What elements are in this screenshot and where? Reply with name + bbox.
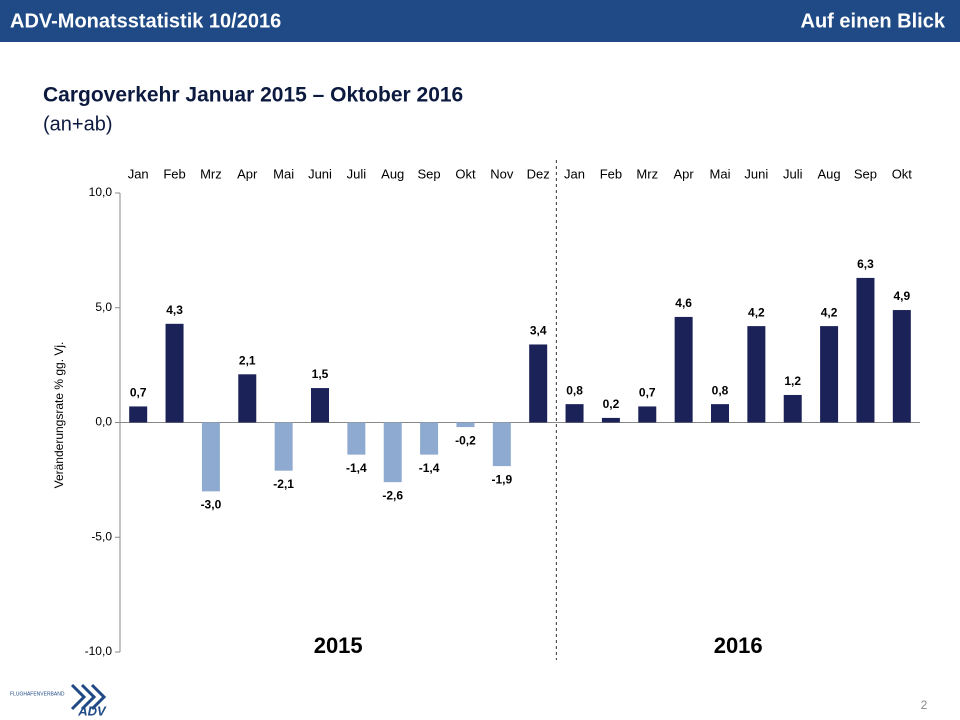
bar bbox=[747, 326, 766, 423]
x-tick-label: Nov bbox=[490, 166, 514, 181]
x-tick-label: Aug bbox=[381, 166, 404, 181]
value-label: 2,1 bbox=[239, 353, 256, 367]
bar bbox=[420, 422, 439, 455]
value-label: 4,2 bbox=[821, 305, 838, 319]
y-tick-label: -10,0 bbox=[85, 644, 113, 658]
bar bbox=[347, 422, 366, 455]
bar bbox=[165, 323, 184, 423]
bar bbox=[383, 422, 402, 483]
value-label: -3,0 bbox=[201, 498, 222, 512]
value-label: 4,9 bbox=[893, 289, 910, 303]
value-label: -0,2 bbox=[455, 433, 476, 447]
value-label: 0,7 bbox=[130, 386, 147, 400]
bar bbox=[820, 326, 839, 423]
header-bar bbox=[0, 0, 960, 42]
bar bbox=[856, 277, 875, 423]
page-number: 2 bbox=[921, 698, 928, 712]
x-tick-label: Mrz bbox=[636, 166, 658, 181]
value-label: 4,6 bbox=[675, 296, 692, 310]
x-tick-label: Feb bbox=[600, 166, 622, 181]
value-label: 1,2 bbox=[784, 374, 801, 388]
x-tick-label: Sep bbox=[418, 166, 441, 181]
bar bbox=[638, 406, 657, 423]
bar bbox=[492, 422, 511, 467]
x-tick-label: Mai bbox=[273, 166, 294, 181]
y-tick-label: 5,0 bbox=[95, 300, 112, 314]
value-label: 0,8 bbox=[712, 383, 729, 397]
x-tick-label: Okt bbox=[892, 166, 913, 181]
x-tick-label: Okt bbox=[455, 166, 476, 181]
header-left: ADV-Monatsstatistik 10/2016 bbox=[10, 10, 281, 32]
bar bbox=[565, 404, 584, 423]
logo-icon bbox=[70, 683, 107, 711]
value-label: -2,1 bbox=[273, 477, 294, 491]
group-label: 2016 bbox=[714, 633, 763, 658]
value-label: 1,5 bbox=[312, 367, 329, 381]
value-label: 3,4 bbox=[530, 324, 547, 338]
value-label: 4,3 bbox=[166, 303, 183, 317]
x-tick-label: Dez bbox=[527, 166, 550, 181]
x-tick-label: Juni bbox=[308, 166, 332, 181]
bar bbox=[529, 344, 548, 423]
chart-subtitle: (an+ab) bbox=[43, 113, 113, 135]
x-tick-label: Juni bbox=[744, 166, 768, 181]
bar bbox=[783, 394, 802, 423]
value-label: -1,4 bbox=[419, 461, 440, 475]
bar bbox=[674, 316, 693, 423]
bar bbox=[892, 310, 911, 423]
group-label: 2015 bbox=[314, 633, 363, 658]
logo-text: ADV bbox=[77, 703, 107, 718]
y-tick-label: -5,0 bbox=[91, 529, 112, 543]
value-label: 0,2 bbox=[603, 397, 620, 411]
x-tick-label: Apr bbox=[237, 166, 258, 181]
x-tick-label: Mai bbox=[710, 166, 731, 181]
x-tick-label: Juli bbox=[347, 166, 367, 181]
y-axis-label: Veränderungsrate % gg. Vj. bbox=[52, 342, 66, 489]
bar bbox=[238, 374, 257, 423]
x-tick-label: Mrz bbox=[200, 166, 222, 181]
bar bbox=[456, 422, 475, 428]
logo-small-text: FLUGHAFENVERBAND bbox=[10, 691, 65, 697]
header-right: Auf einen Blick bbox=[801, 10, 946, 32]
bar bbox=[274, 422, 293, 471]
bar bbox=[311, 388, 329, 423]
bar bbox=[601, 417, 620, 423]
x-tick-label: Juli bbox=[783, 166, 803, 181]
bar bbox=[129, 406, 148, 423]
x-tick-label: Feb bbox=[163, 166, 185, 181]
x-tick-label: Aug bbox=[818, 166, 841, 181]
bar bbox=[201, 422, 220, 492]
value-label: 0,8 bbox=[566, 383, 583, 397]
y-tick-label: 10,0 bbox=[89, 185, 113, 199]
y-tick-label: 0,0 bbox=[95, 415, 112, 429]
value-label: -2,6 bbox=[382, 488, 403, 502]
value-label: -1,4 bbox=[346, 461, 367, 475]
x-tick-label: Jan bbox=[128, 166, 149, 181]
value-label: 6,3 bbox=[857, 257, 874, 271]
bar bbox=[711, 404, 729, 423]
value-label: 4,2 bbox=[748, 305, 765, 319]
chart-title: Cargoverkehr Januar 2015 – Oktober 2016 bbox=[43, 84, 463, 107]
value-label: -1,9 bbox=[491, 472, 512, 486]
x-tick-label: Apr bbox=[674, 166, 695, 181]
x-tick-label: Sep bbox=[854, 166, 877, 181]
x-tick-label: Jan bbox=[564, 166, 585, 181]
value-label: 0,7 bbox=[639, 386, 656, 400]
